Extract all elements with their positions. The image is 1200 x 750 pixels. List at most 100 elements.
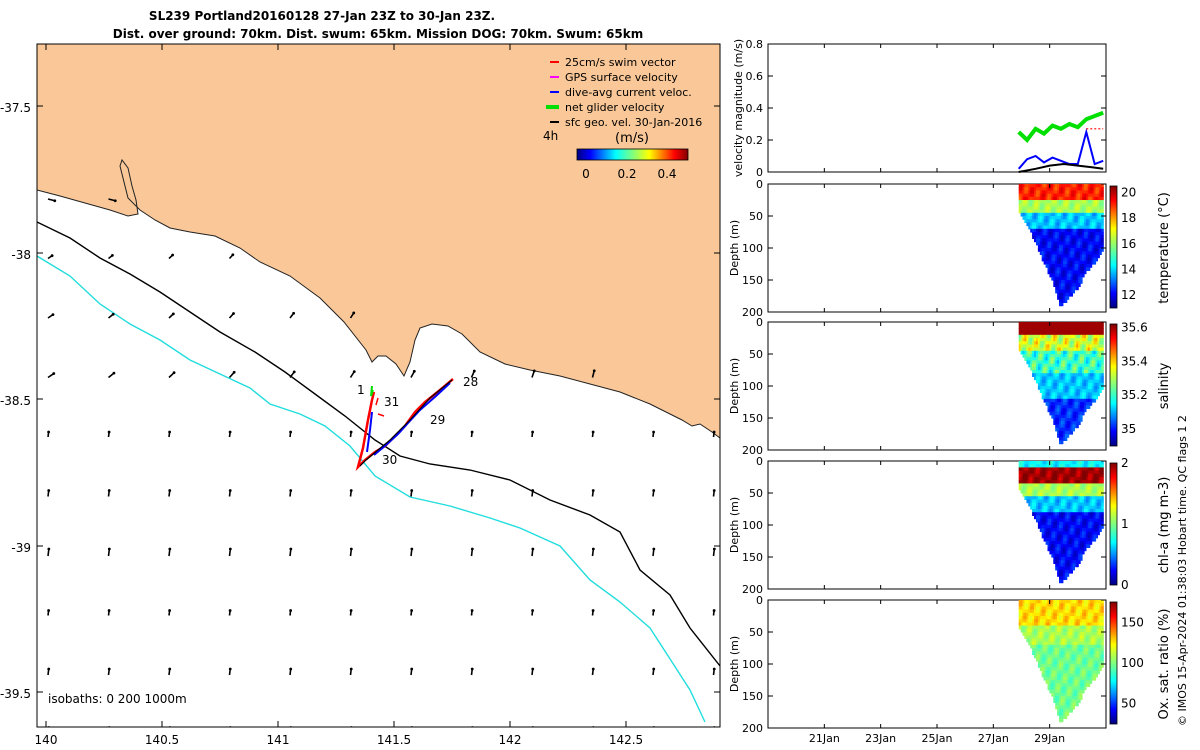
- heatmap-cell: [1030, 187, 1033, 191]
- heatmap-cell: [1064, 537, 1068, 542]
- heatmap-cell: [1060, 635, 1064, 639]
- heatmap-cell: [1072, 467, 1075, 472]
- heatmap-cell: [1097, 493, 1100, 497]
- heatmap-cell: [1041, 360, 1045, 365]
- heatmap-cell: [1062, 366, 1066, 371]
- heatmap-cell: [1089, 184, 1093, 188]
- heatmap-cell: [1101, 664, 1104, 668]
- heatmap-cell: [1059, 347, 1062, 352]
- heatmap-cell: [1095, 350, 1098, 355]
- heatmap-cell: [1055, 232, 1058, 236]
- heatmap-cell: [1080, 260, 1083, 265]
- heatmap-cell: [1041, 363, 1045, 368]
- heatmap-cell: [1093, 344, 1097, 349]
- map-legend: 25cm/s swim vector GPS surface velocity …: [543, 56, 702, 181]
- heatmap-cell: [1064, 254, 1068, 259]
- heatmap-cell: [1085, 486, 1089, 491]
- heatmap-cell: [1099, 667, 1102, 671]
- heatmap-cell: [1076, 544, 1079, 548]
- heatmap-cell: [1085, 496, 1089, 500]
- heatmap-cell: [1055, 644, 1058, 649]
- heatmap-cell: [1053, 553, 1056, 558]
- heatmap-cell: [1024, 350, 1027, 355]
- heatmap-cell: [1093, 238, 1097, 243]
- heatmap-cell: [1024, 632, 1027, 636]
- heatmap-cell: [1060, 483, 1064, 488]
- heatmap-cell: [1051, 267, 1054, 271]
- heatmap-cell: [1032, 635, 1035, 639]
- heatmap-cell: [1051, 550, 1054, 555]
- heatmap-cell: [1082, 550, 1085, 555]
- heatmap-cell: [1022, 609, 1025, 614]
- heatmap-cell: [1028, 493, 1031, 497]
- heatmap-cell: [1091, 660, 1095, 665]
- heatmap-cell: [1087, 603, 1091, 607]
- heatmap-cell: [1055, 603, 1058, 607]
- heatmap-cell: [1053, 360, 1056, 365]
- heatmap-cell: [1097, 515, 1100, 520]
- heatmap-cell: [1072, 692, 1075, 697]
- heatmap-cell: [1084, 483, 1087, 488]
- heatmap-cell: [1045, 209, 1049, 214]
- heatmap-cell: [1028, 334, 1031, 339]
- heatmap-cell: [1089, 193, 1093, 198]
- heatmap-cell: [1057, 550, 1060, 555]
- heatmap-cell: [1057, 525, 1060, 529]
- heatmap-cell: [1082, 499, 1085, 504]
- heatmap-cell: [1099, 619, 1102, 623]
- heatmap-cell: [1087, 386, 1091, 390]
- heatmap-cell: [1091, 635, 1095, 639]
- heatmap-cell: [1093, 609, 1097, 614]
- heatmap-cell: [1064, 328, 1068, 333]
- heatmap-cell: [1085, 521, 1089, 526]
- heatmap-cell: [1072, 609, 1075, 614]
- heatmap-cell: [1074, 509, 1077, 513]
- heatmap-cell: [1049, 411, 1052, 416]
- heatmap-cell: [1074, 553, 1077, 558]
- heatmap-cell: [1082, 203, 1085, 207]
- heatmap-cell: [1087, 360, 1091, 365]
- heatmap-cell: [1095, 612, 1098, 617]
- heatmap-cell: [1087, 531, 1091, 536]
- heatmap-cell: [1099, 219, 1102, 223]
- heatmap-cell: [1099, 657, 1102, 662]
- heatmap-cell: [1082, 331, 1085, 336]
- heatmap-cell: [1030, 206, 1033, 211]
- heatmap-cell: [1051, 521, 1054, 526]
- heatmap-cell: [1062, 715, 1066, 719]
- heatmap-cell: [1080, 670, 1083, 675]
- heatmap-cell: [1093, 338, 1097, 342]
- heatmap-cell: [1087, 402, 1091, 406]
- heatmap-cell: [1059, 228, 1062, 233]
- heatmap-cell: [1074, 651, 1077, 655]
- heatmap-cell: [1041, 483, 1045, 488]
- heatmap-cell: [1059, 702, 1062, 707]
- heatmap-cell: [1091, 354, 1095, 358]
- heatmap-cell: [1091, 499, 1095, 504]
- heatmap-cell: [1047, 622, 1050, 627]
- heatmap-cell: [1062, 606, 1066, 611]
- heatmap-cell: [1066, 553, 1070, 558]
- heatmap-cell: [1053, 486, 1056, 491]
- heatmap-cell: [1064, 241, 1068, 246]
- heatmap-cell: [1039, 648, 1043, 652]
- heatmap-cell: [1099, 360, 1102, 365]
- heatmap-cell: [1051, 389, 1054, 393]
- heatmap-cell: [1082, 248, 1085, 252]
- heatmap-cell: [1076, 641, 1079, 646]
- heatmap-cell: [1043, 222, 1047, 227]
- heatmap-cell: [1036, 232, 1039, 236]
- heatmap-cell: [1026, 187, 1029, 191]
- heatmap-cell: [1060, 569, 1064, 574]
- heatmap-cell: [1024, 600, 1027, 604]
- heatmap-cell: [1062, 473, 1066, 478]
- heatmap-cell: [1037, 606, 1041, 611]
- heatmap-cell: [1028, 222, 1031, 227]
- heatmap-cell: [1085, 331, 1089, 336]
- heatmap-cell: [1093, 325, 1097, 329]
- heatmap-cell: [1024, 334, 1027, 339]
- heatmap-cell: [1060, 467, 1064, 472]
- heatmap-cell: [1084, 528, 1087, 532]
- heatmap-cell: [1055, 483, 1058, 488]
- heatmap-cell: [1070, 334, 1073, 339]
